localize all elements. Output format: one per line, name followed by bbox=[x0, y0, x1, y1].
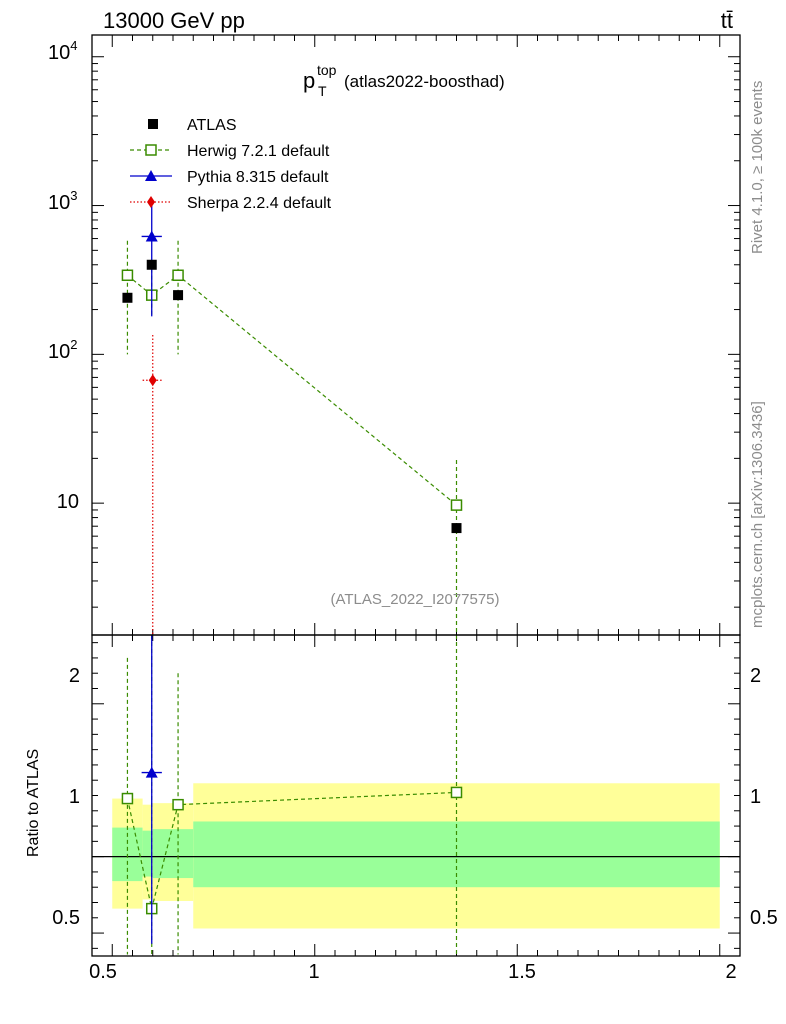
title-tag: (atlas2022-boosthad) bbox=[344, 72, 505, 91]
pythia-point bbox=[145, 230, 158, 242]
legend-sherpa-label: Sherpa 2.2.4 default bbox=[187, 195, 332, 212]
x-tick-label-1: 1 bbox=[308, 961, 319, 983]
legend-entry-sherpa: Sherpa 2.2.4 default bbox=[130, 195, 332, 212]
plot-title: p top T (atlas2022-boosthad) bbox=[303, 62, 505, 99]
sherpa-point bbox=[148, 374, 157, 387]
atlas-point bbox=[173, 290, 184, 301]
herwig-ratio-point bbox=[121, 792, 134, 805]
legend-pythia-marker bbox=[145, 170, 157, 181]
ratio-band-inner-2 bbox=[152, 829, 194, 879]
y-tick-label-1e3: 103 bbox=[48, 188, 77, 214]
x-tick-label-0.5: 0.5 bbox=[89, 961, 117, 983]
y-tick-label-1e4: 104 bbox=[48, 38, 77, 64]
herwig-point bbox=[172, 269, 184, 282]
title-base: p bbox=[303, 68, 315, 93]
herwig-ratio-point bbox=[450, 786, 463, 799]
legend-atlas-label: ATLAS bbox=[187, 117, 237, 134]
ratio-tick-right-1: 1 bbox=[750, 786, 761, 808]
legend-atlas-marker bbox=[148, 119, 158, 129]
herwig-ratio-point bbox=[172, 798, 184, 811]
ratio-tick-left-05: 0.5 bbox=[52, 907, 80, 929]
legend-herwig-marker bbox=[145, 144, 157, 156]
y-tick-labels: 10 102 103 104 bbox=[48, 38, 79, 513]
x-tick-label-2: 2 bbox=[725, 961, 736, 983]
axis-ticks bbox=[92, 35, 740, 956]
atlas-point bbox=[122, 292, 133, 303]
title-sup: top bbox=[317, 62, 337, 78]
ratio-tick-right-2: 2 bbox=[750, 665, 761, 687]
legend-entry-atlas: ATLAS bbox=[148, 117, 237, 134]
legend-herwig-label: Herwig 7.2.1 default bbox=[187, 143, 330, 160]
process-label: tt̄ bbox=[721, 8, 733, 33]
mcplots-label: mcplots.cern.ch [arXiv:1306.3436] bbox=[749, 401, 766, 628]
data-series bbox=[121, 202, 463, 956]
legend-sherpa-marker bbox=[147, 196, 155, 208]
y-tick-label-1e2: 102 bbox=[48, 337, 77, 363]
legend-entry-pythia: Pythia 8.315 default bbox=[130, 169, 329, 186]
y-tick-exp-2: 2 bbox=[70, 337, 77, 352]
ratio-tick-left-1: 1 bbox=[69, 786, 80, 808]
title-sub: T bbox=[318, 83, 327, 99]
ratio-y-label: Ratio to ATLAS bbox=[25, 749, 42, 857]
ratio-panel-frame bbox=[91, 634, 741, 957]
analysis-id: (ATLAS_2022_I2077575) bbox=[330, 591, 499, 608]
herwig-line bbox=[127, 274, 457, 506]
atlas-point bbox=[146, 259, 157, 270]
x-tick-labels: 0.5 1 1.5 2 bbox=[89, 961, 736, 983]
rivet-version-label: Rivet 4.1.0, ≥ 100k events bbox=[749, 81, 766, 254]
energy-label: 13000 GeV pp bbox=[103, 8, 245, 33]
ratio-tick-left-2: 2 bbox=[69, 665, 80, 687]
x-tick-label-1.5: 1.5 bbox=[508, 961, 536, 983]
ratio-band-inner-1 bbox=[142, 830, 153, 877]
ratio-tick-labels: 2 1 0.5 2 1 0.5 bbox=[52, 665, 778, 929]
legend: ATLAS Herwig 7.2.1 default Pythia 8.315 … bbox=[130, 117, 332, 212]
herwig-ratio-line bbox=[126, 791, 457, 909]
uncertainty-bands bbox=[92, 783, 740, 929]
herwig-point bbox=[450, 499, 463, 511]
herwig-point bbox=[121, 269, 134, 282]
ratio-tick-right-05: 0.5 bbox=[750, 907, 778, 929]
y-tick-exp-3: 3 bbox=[70, 188, 77, 203]
legend-pythia-label: Pythia 8.315 default bbox=[187, 169, 329, 186]
atlas-point bbox=[451, 523, 462, 534]
legend-entry-herwig: Herwig 7.2.1 default bbox=[130, 143, 330, 160]
pythia-ratio-point bbox=[145, 766, 158, 778]
y-tick-label-10: 10 bbox=[57, 491, 79, 513]
y-tick-exp-4: 4 bbox=[70, 38, 77, 53]
